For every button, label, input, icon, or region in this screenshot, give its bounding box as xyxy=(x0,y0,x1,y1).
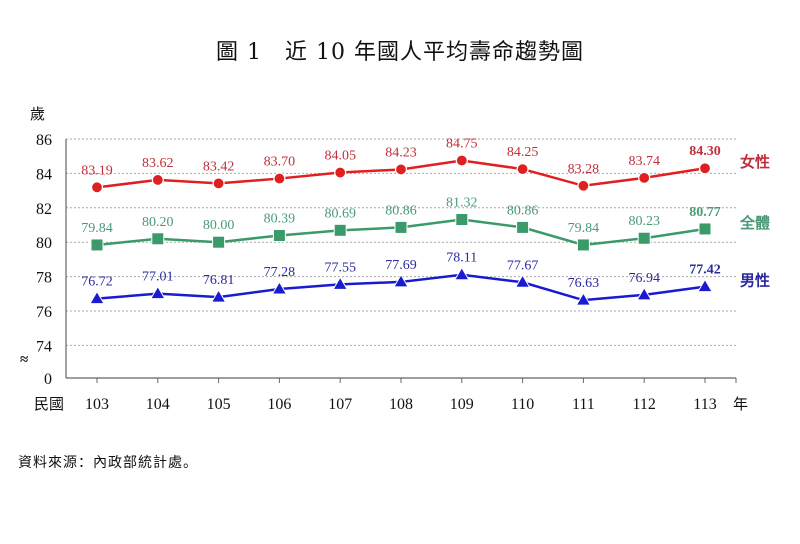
data-label: 84.75 xyxy=(446,137,478,152)
data-point xyxy=(453,266,470,281)
axis-break-icon: ≈ xyxy=(20,352,28,368)
data-label: 81.32 xyxy=(446,195,478,210)
data-point xyxy=(332,276,349,290)
data-label: 83.74 xyxy=(628,154,660,169)
x-tick-label: 103 xyxy=(85,396,109,413)
data-label: 80.86 xyxy=(385,203,417,218)
x-tick-label: 110 xyxy=(511,396,534,413)
data-point xyxy=(698,162,712,175)
x-tick-label: 105 xyxy=(207,396,231,413)
x-tick-label: 109 xyxy=(450,396,474,413)
data-point xyxy=(273,172,286,185)
data-label: 77.01 xyxy=(142,270,174,285)
data-point xyxy=(516,220,530,234)
x-axis-prefix: 民國 xyxy=(34,396,64,413)
data-label: 79.84 xyxy=(568,221,600,236)
data-point xyxy=(637,231,651,245)
data-label: 80.77 xyxy=(689,205,721,220)
data-label: 76.72 xyxy=(81,275,113,290)
data-label: 80.23 xyxy=(628,214,660,229)
data-point xyxy=(394,220,408,234)
data-point xyxy=(212,177,225,190)
data-label: 78.11 xyxy=(446,251,477,266)
data-label: 80.69 xyxy=(324,206,356,221)
y-tick-label: 76 xyxy=(36,304,52,321)
data-point xyxy=(636,286,653,301)
data-point xyxy=(149,285,166,300)
data-point xyxy=(333,223,347,237)
data-point xyxy=(212,235,226,249)
data-label: 77.55 xyxy=(324,260,356,275)
x-tick-label: 112 xyxy=(632,396,655,413)
data-point xyxy=(455,154,468,167)
data-label: 83.70 xyxy=(264,155,296,170)
y-tick-label: 78 xyxy=(36,270,52,287)
data-point xyxy=(697,278,713,293)
data-label: 80.39 xyxy=(264,211,296,226)
y-tick-label: 84 xyxy=(36,166,52,183)
data-label: 77.67 xyxy=(507,258,539,273)
data-point xyxy=(151,232,165,246)
data-point xyxy=(638,171,651,184)
data-label: 83.28 xyxy=(568,162,600,177)
data-point xyxy=(577,179,590,192)
data-label: 80.86 xyxy=(507,203,539,218)
data-label: 83.62 xyxy=(142,156,174,171)
y-tick-label: 0 xyxy=(44,371,52,388)
data-label: 80.00 xyxy=(203,218,235,233)
data-point xyxy=(576,238,590,252)
data-point xyxy=(514,274,531,288)
data-point xyxy=(516,163,529,176)
source-note: 資料來源：內政部統計處。 xyxy=(18,455,198,471)
data-point xyxy=(89,290,105,305)
x-tick-label: 113 xyxy=(693,396,716,413)
data-label: 83.42 xyxy=(203,159,235,174)
data-point xyxy=(334,166,347,179)
data-label: 77.42 xyxy=(689,263,721,278)
data-point xyxy=(272,228,286,242)
data-label: 80.20 xyxy=(142,215,174,230)
data-label: 79.84 xyxy=(81,221,113,236)
data-point xyxy=(90,181,104,194)
data-label: 77.69 xyxy=(385,258,417,273)
data-label: 76.63 xyxy=(568,276,600,291)
data-point xyxy=(271,280,288,295)
x-tick-label: 104 xyxy=(146,396,170,413)
y-tick-label: 82 xyxy=(36,201,52,218)
data-label: 84.25 xyxy=(507,145,539,160)
x-tick-label: 107 xyxy=(328,396,352,413)
data-label: 83.19 xyxy=(81,163,113,178)
data-point xyxy=(455,212,469,226)
data-label: 76.94 xyxy=(628,271,660,286)
data-label: 76.81 xyxy=(203,273,235,288)
y-tick-label: 80 xyxy=(36,235,52,252)
data-point xyxy=(210,289,227,303)
data-point xyxy=(575,292,592,306)
y-tick-label: 74 xyxy=(36,338,52,355)
y-axis-label: 歲 xyxy=(30,106,45,123)
data-label: 84.23 xyxy=(385,145,417,160)
x-tick-label: 111 xyxy=(572,396,595,413)
data-label: 84.05 xyxy=(324,149,356,164)
chart-title: 圖 1 近 10 年國人平均壽命趨勢圖 xyxy=(216,40,584,65)
x-axis-suffix: 年 xyxy=(733,396,748,413)
data-point xyxy=(698,222,712,236)
x-tick-label: 108 xyxy=(389,396,413,413)
data-point xyxy=(393,273,409,288)
data-point xyxy=(151,173,164,187)
legend-label: 女性 xyxy=(740,153,770,171)
legend-label: 男性 xyxy=(740,272,770,290)
x-tick-label: 106 xyxy=(267,396,291,413)
data-point xyxy=(394,163,408,176)
data-label: 84.30 xyxy=(689,144,721,159)
legend-label: 全體 xyxy=(739,214,770,232)
y-tick-label: 86 xyxy=(36,132,52,149)
data-point xyxy=(90,238,104,252)
data-label: 77.28 xyxy=(264,265,296,280)
